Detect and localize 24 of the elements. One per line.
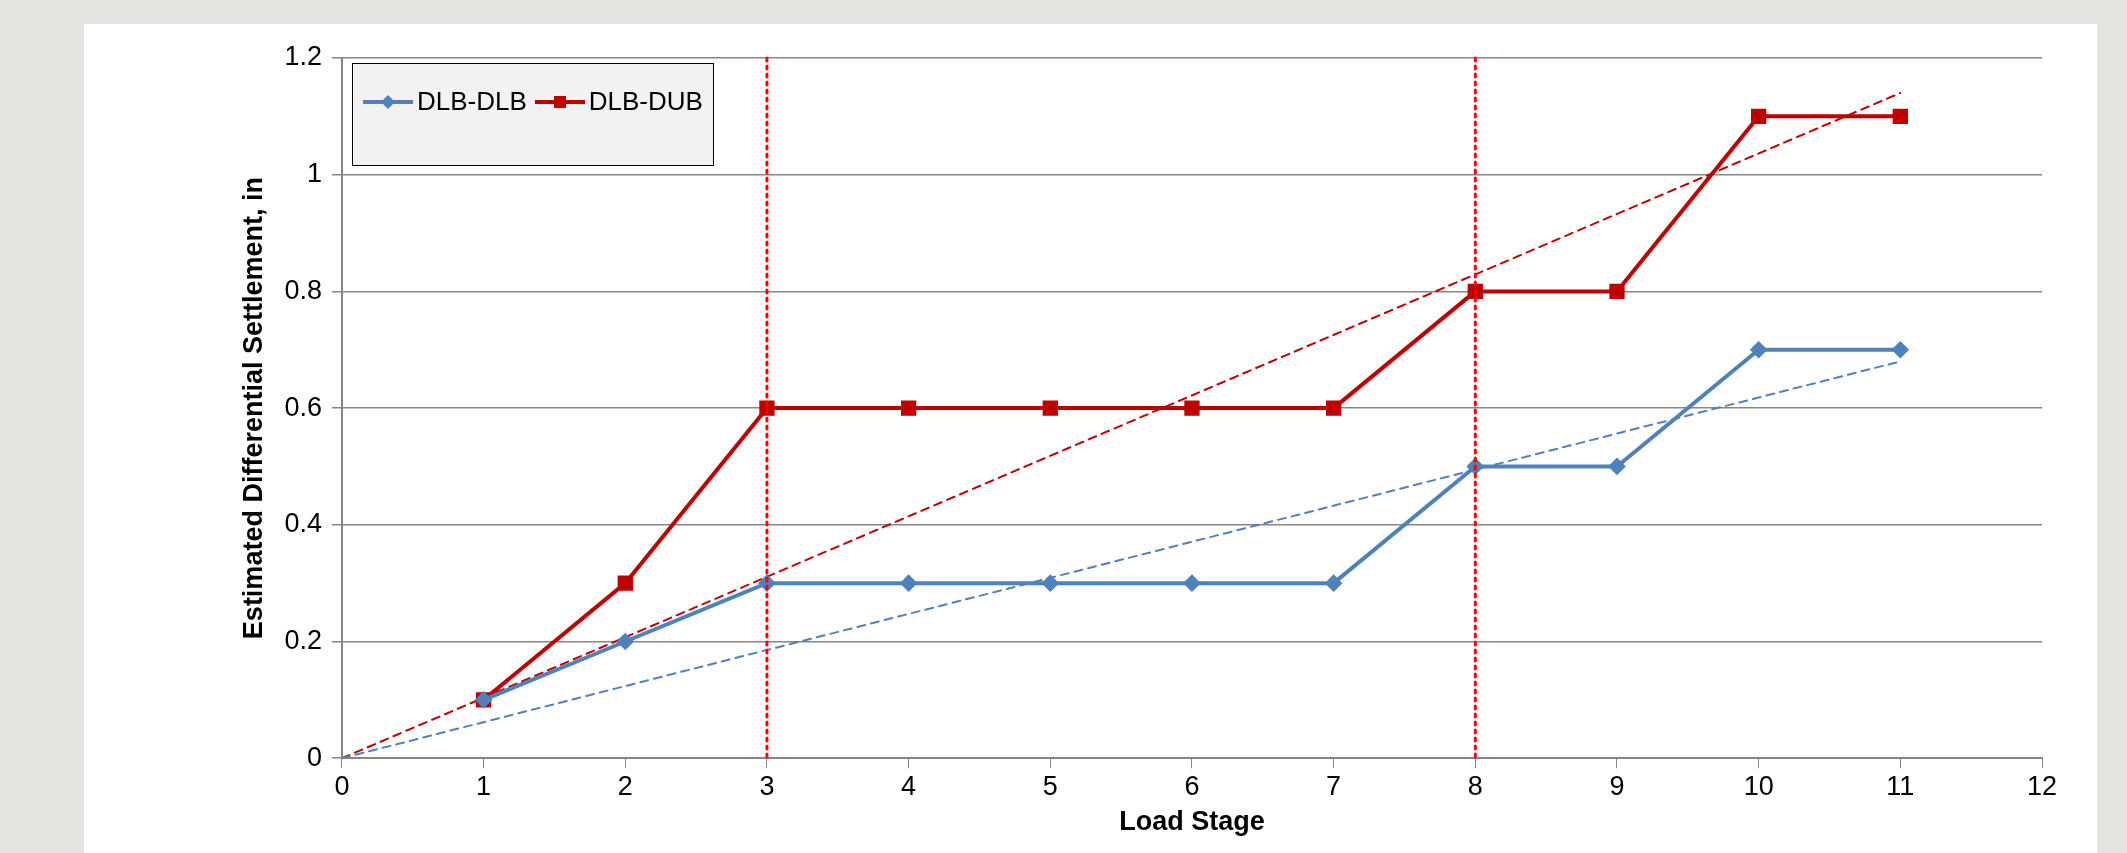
x-tick-label: 12 <box>2026 770 2058 801</box>
x-tick-label: 2 <box>617 770 633 801</box>
x-tick-label: 4 <box>901 770 917 801</box>
x-tick-label: 10 <box>1743 770 1774 801</box>
y-tick-label: 0.2 <box>284 624 322 655</box>
y-axis-title: Estimated Differential Settlement, in <box>237 177 268 640</box>
y-tick-label: 0.6 <box>284 391 322 422</box>
legend-label: DLB-DLB <box>416 86 527 117</box>
y-tick-label: 1.2 <box>284 41 322 72</box>
y-tick-label: 0.4 <box>284 508 322 539</box>
x-tick-label: 6 <box>1184 770 1200 801</box>
legend-label: DLB-DUB <box>588 86 703 117</box>
x-tick-label: 11 <box>1886 770 1915 801</box>
x-tick-label: 8 <box>1467 770 1483 801</box>
x-tick-label: 9 <box>1609 770 1625 801</box>
x-tick-label: 7 <box>1326 770 1342 801</box>
y-tick-label: 0.8 <box>284 274 322 305</box>
y-tick-label: 1 <box>306 158 322 189</box>
x-tick-label: 1 <box>476 770 492 801</box>
x-tick-label: 5 <box>1042 770 1058 801</box>
x-tick-label: 0 <box>334 770 350 801</box>
y-tick-label: 0 <box>306 741 322 772</box>
x-axis-title: Load Stage <box>1119 806 1265 837</box>
x-tick-label: 3 <box>759 770 775 801</box>
